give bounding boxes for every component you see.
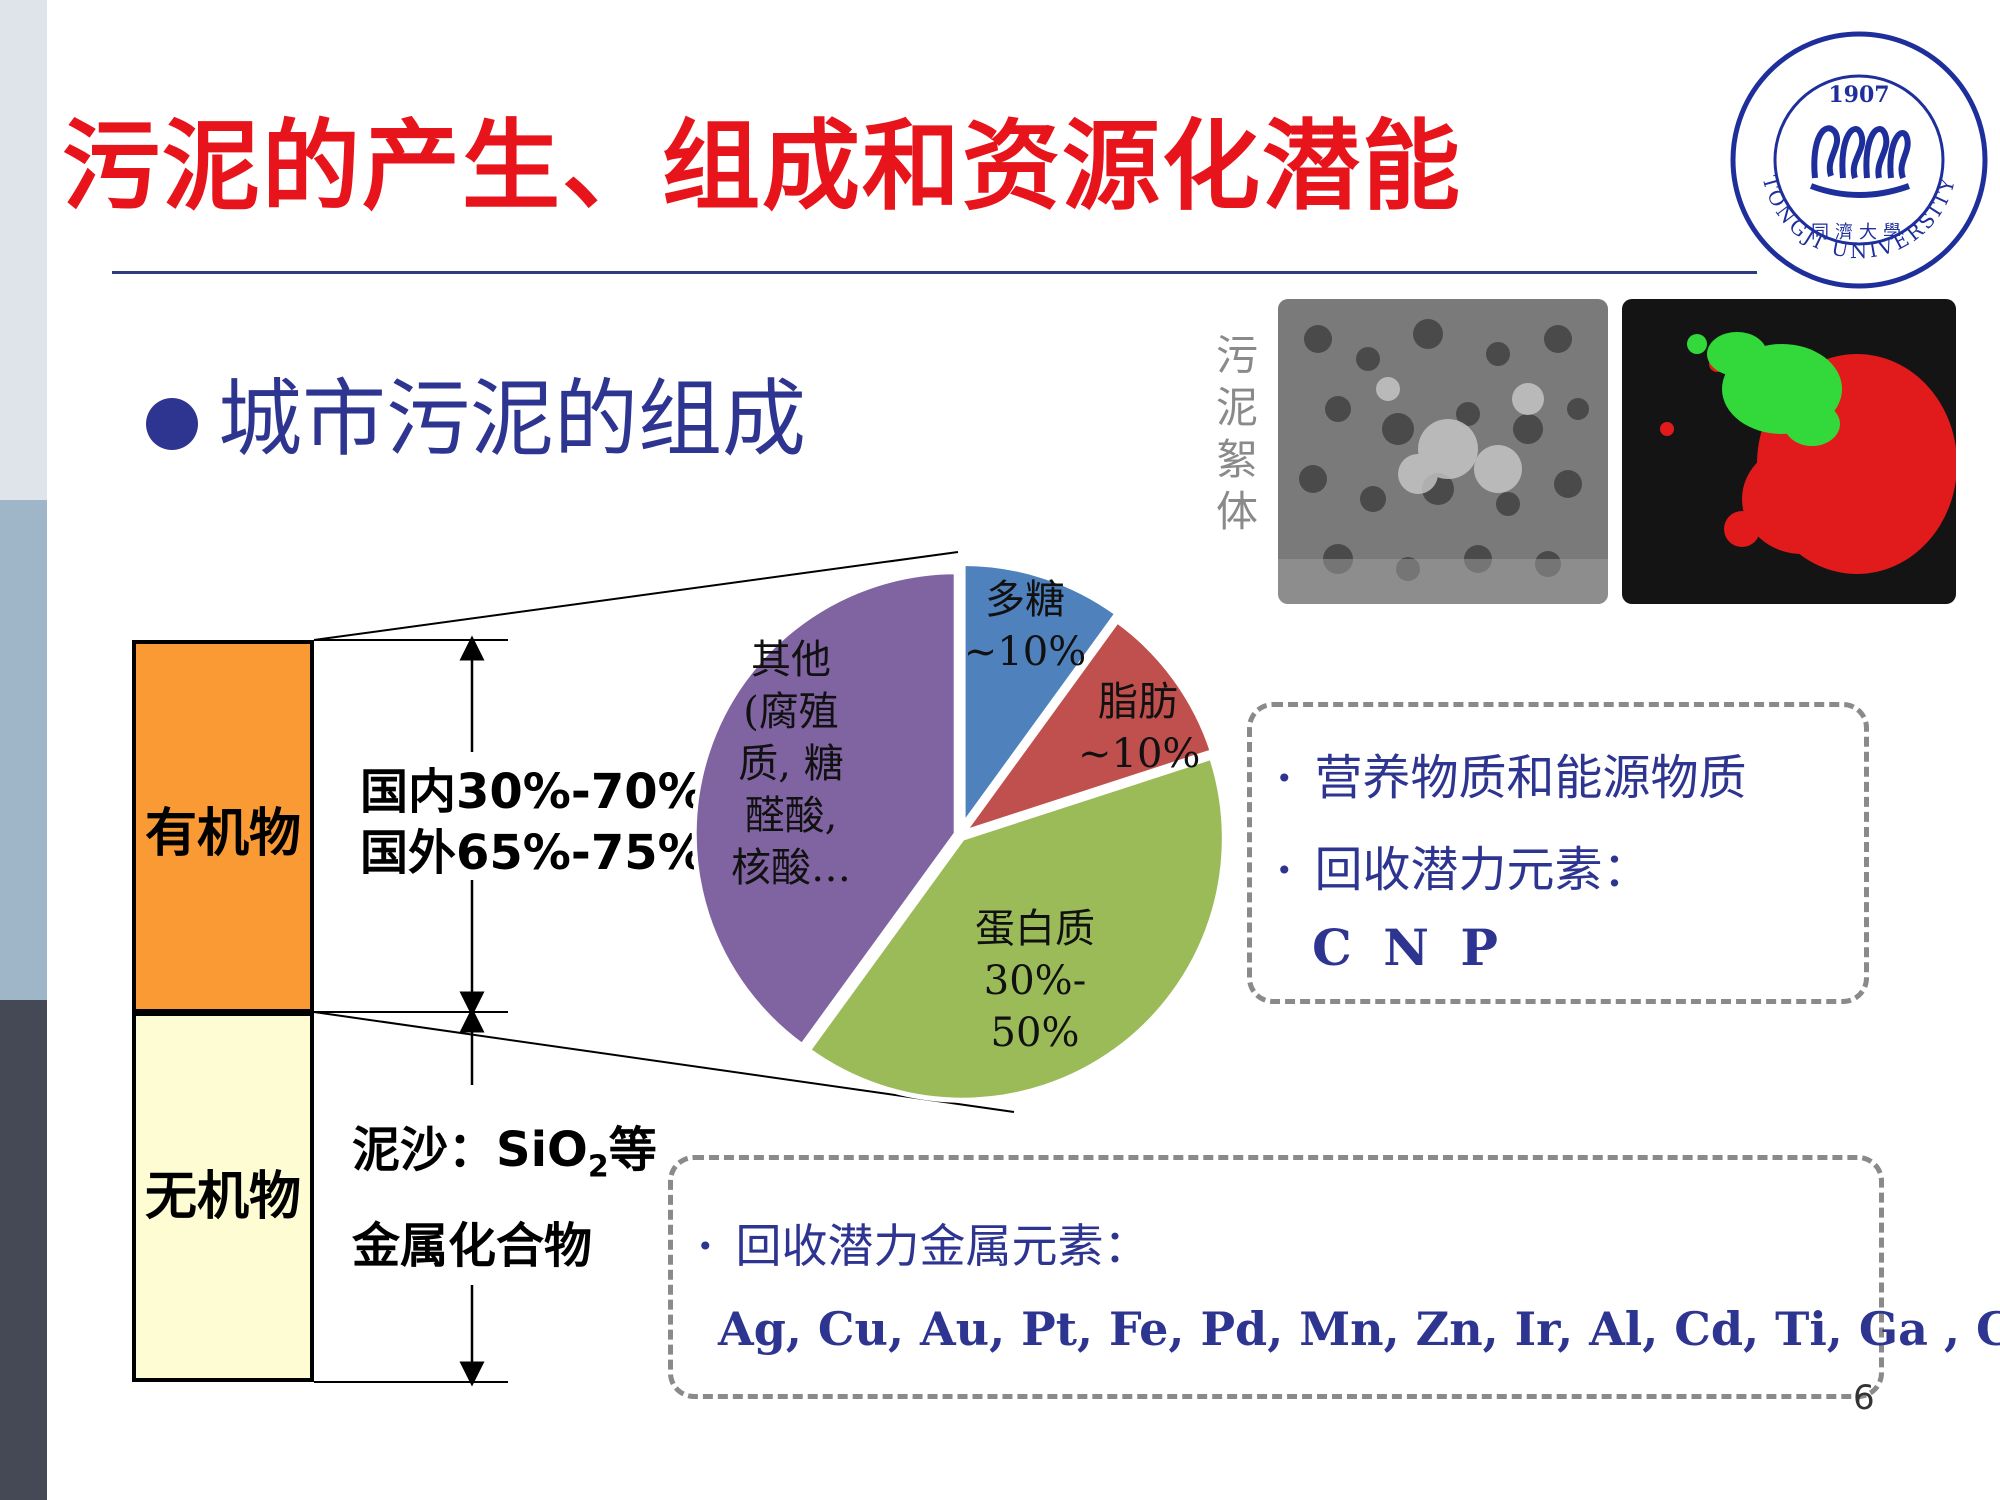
organic-domestic-pct: 国内30%-70%: [360, 764, 706, 820]
organic-composition-pie: [691, 560, 1227, 1103]
organic-percentage: 国内30%-70% 国外65%-75%: [360, 762, 706, 884]
pie-slice-protein: [804, 754, 1227, 1103]
page-number: 6: [1853, 1378, 1875, 1418]
nutrient-elements: C N P: [1312, 918, 1498, 977]
inorganic-bar: 无机物: [132, 1012, 314, 1382]
pie-label-other: 其他 (腐殖 质, 糖 醛酸, 核酸…: [731, 637, 851, 891]
floc-caption: 污泥絮体: [1215, 331, 1258, 536]
zoom-line-bottom: [313, 1011, 1015, 1113]
side-strip-middle: [0, 500, 47, 1000]
nutrient-callout-box: [1247, 702, 1869, 1004]
nutrient-item-2: • 回收潜力元素：: [1276, 842, 1651, 898]
organic-bar: 有机物: [132, 640, 314, 1013]
bullet-dot-icon: [146, 398, 198, 450]
title-divider: [112, 271, 1757, 274]
pie-label-protein: 蛋白质 30%- 50%: [975, 906, 1095, 1056]
inorganic-label: 无机物: [144, 1167, 301, 1227]
side-strip-top: [0, 0, 47, 500]
metal-elements: Ag, Cu, Au, Pt, Fe, Pd, Mn, Zn, Ir, Al, …: [718, 1302, 2000, 1356]
side-strip-bottom: [0, 1000, 47, 1500]
pie-slice-other: [691, 569, 959, 1050]
organic-label: 有机物: [144, 804, 301, 864]
pie-label-fat: 脂肪 ~10%: [1078, 679, 1201, 777]
metal-callout-box: [668, 1155, 1884, 1399]
section-heading: 城市污泥的组成: [218, 370, 807, 468]
pie-label-polysaccharide: 多糖 ~10%: [963, 577, 1087, 675]
slide-title: 污泥的产生、组成和资源化潜能: [62, 110, 1463, 224]
tongji-university-logo: 1907 TONGJI UNIVERSITY 同濟大學: [1730, 31, 1988, 289]
logo-year: 1907: [1828, 82, 1889, 108]
fluorescence-micrograph: [1622, 299, 1956, 604]
metal-item-1: • 回收潜力金属元素：: [697, 1219, 1150, 1273]
inorganic-metal-compounds: 金属化合物: [352, 1218, 593, 1274]
pie-slice-polysaccharide: [960, 560, 1121, 834]
organic-foreign-pct: 国外65%-75%: [360, 825, 706, 881]
pie-slice-fat: [956, 617, 1216, 838]
inorganic-sediment: 泥沙：SiO2等: [352, 1122, 657, 1185]
nutrient-item-1: • 营养物质和能源物质: [1276, 750, 1747, 806]
logo-chinese-name: 同濟大學: [1811, 222, 1907, 243]
zoom-line-top: [313, 551, 959, 641]
sludge-floc-micrograph: [1278, 299, 1608, 604]
